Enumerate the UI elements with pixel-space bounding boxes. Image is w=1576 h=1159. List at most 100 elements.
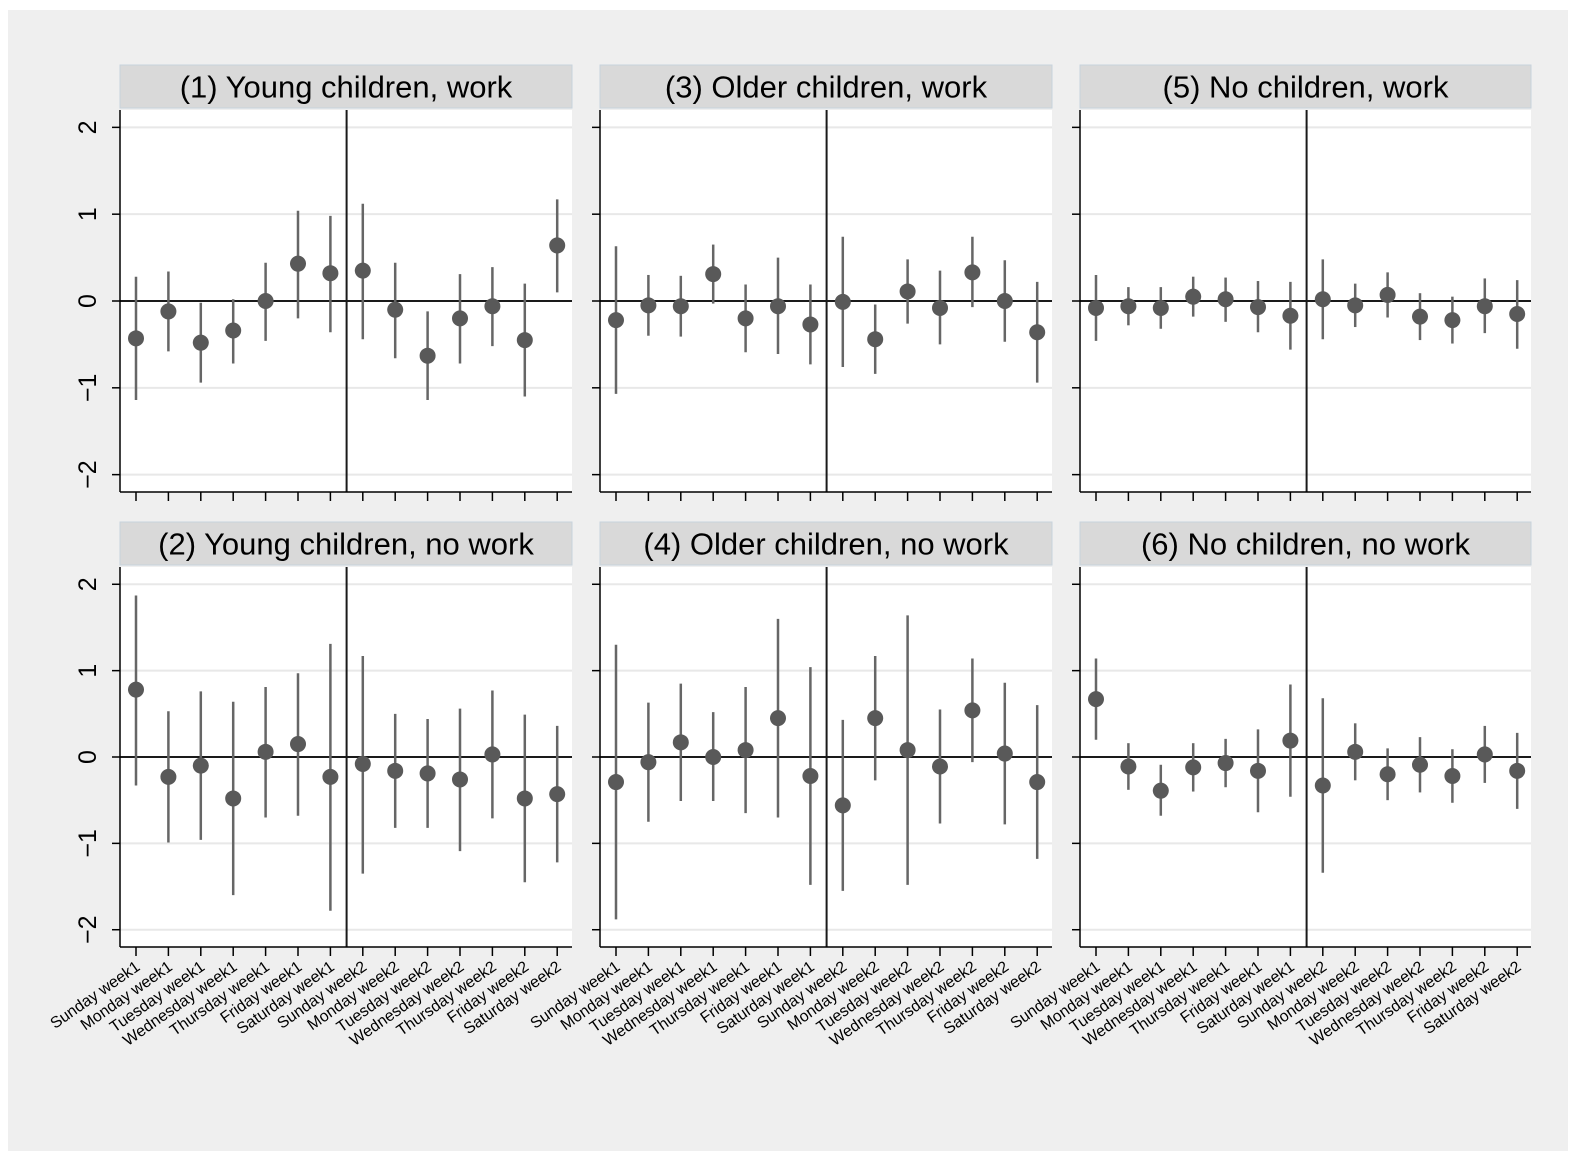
point-estimate xyxy=(1444,312,1461,329)
point-estimate xyxy=(705,749,722,765)
y-tick-label: 1 xyxy=(74,207,102,221)
point-estimate xyxy=(484,746,501,763)
point-estimate xyxy=(1088,299,1104,316)
point-estimate xyxy=(770,710,786,727)
point-estimate xyxy=(1476,298,1493,315)
panel-title: (5) No children, work xyxy=(1163,70,1449,105)
point-estimate xyxy=(1120,298,1137,315)
panel-title: (3) Older children, work xyxy=(665,70,988,105)
y-tick-label: 2 xyxy=(74,577,102,591)
point-estimate xyxy=(225,790,242,807)
y-tick-label: −2 xyxy=(74,460,102,489)
point-estimate xyxy=(932,299,948,316)
point-estimate xyxy=(737,742,754,759)
point-estimate xyxy=(1282,732,1299,749)
panel-title-strip xyxy=(1079,64,1532,109)
point-estimate xyxy=(290,255,306,272)
point-estimate xyxy=(225,322,242,339)
point-estimate xyxy=(1250,299,1266,316)
point-estimate xyxy=(1314,291,1331,308)
point-estimate xyxy=(1412,756,1428,773)
panel: (1) Young children, work −2 −1 0 1 2 xyxy=(74,64,573,501)
point-estimate xyxy=(322,265,339,282)
point-estimate xyxy=(770,298,786,315)
point-estimate xyxy=(1152,782,1169,799)
point-estimate xyxy=(1120,758,1137,775)
y-tick-label: 0 xyxy=(74,750,102,764)
point-estimate xyxy=(419,347,436,364)
point-estimate xyxy=(322,768,339,785)
point-estimate xyxy=(354,262,371,279)
point-estimate xyxy=(128,330,144,347)
point-estimate xyxy=(640,297,657,314)
point-estimate xyxy=(802,316,819,333)
point-estimate xyxy=(996,293,1013,309)
point-estimate xyxy=(1509,306,1526,323)
y-tick-label: −2 xyxy=(74,915,102,944)
panel-title: (6) No children, no work xyxy=(1141,527,1471,562)
point-estimate xyxy=(1185,288,1202,305)
point-estimate xyxy=(1314,777,1331,794)
panel-title: (4) Older children, no work xyxy=(643,527,1009,562)
point-estimate xyxy=(1217,291,1234,308)
point-estimate xyxy=(1152,299,1169,316)
point-estimate xyxy=(834,293,851,310)
point-estimate xyxy=(160,303,177,320)
panel: (3) Older children, work xyxy=(592,64,1053,501)
point-estimate xyxy=(1029,324,1046,341)
point-estimate xyxy=(1412,308,1428,325)
point-estimate xyxy=(257,743,274,760)
point-estimate xyxy=(549,786,566,803)
point-estimate xyxy=(802,768,819,784)
point-estimate xyxy=(1029,774,1046,791)
point-estimate xyxy=(1347,297,1364,314)
point-estimate xyxy=(867,331,884,348)
point-estimate xyxy=(1379,286,1396,303)
point-estimate xyxy=(257,293,274,309)
point-estimate xyxy=(484,298,501,315)
point-estimate xyxy=(452,771,468,788)
point-estimate xyxy=(1250,762,1266,779)
panel: (5) No children, work xyxy=(1072,64,1532,501)
point-estimate xyxy=(452,310,468,327)
panel: (2) Young children, no work−2−1012Sunday… xyxy=(48,521,573,1050)
point-estimate xyxy=(932,758,948,775)
point-estimate xyxy=(1509,762,1526,779)
point-estimate xyxy=(516,332,533,349)
point-estimate xyxy=(899,742,916,759)
point-estimate xyxy=(1347,743,1364,760)
point-estimate xyxy=(549,237,566,254)
panel-title-strip xyxy=(1079,521,1532,566)
y-tick-label: −1 xyxy=(74,829,102,858)
point-estimate xyxy=(964,702,981,719)
panel-title-strip xyxy=(119,64,573,109)
y-tick-label: −1 xyxy=(74,374,102,403)
point-estimate xyxy=(1444,768,1461,784)
point-estimate xyxy=(419,765,436,782)
point-estimate xyxy=(1217,755,1234,772)
point-estimate xyxy=(160,768,177,785)
point-estimate xyxy=(1088,691,1104,708)
point-estimate xyxy=(516,790,533,807)
point-estimate xyxy=(834,797,851,814)
point-estimate xyxy=(608,774,624,791)
point-estimate xyxy=(672,298,689,315)
point-estimate xyxy=(290,736,306,753)
point-estimate xyxy=(354,755,371,772)
point-estimate xyxy=(192,757,209,774)
panel-title-strip xyxy=(119,521,573,566)
point-estimate xyxy=(640,754,657,771)
point-estimate xyxy=(964,264,981,281)
point-estimate xyxy=(1282,307,1299,324)
point-estimate xyxy=(672,734,689,751)
point-estimate xyxy=(705,266,722,283)
point-estimate xyxy=(996,745,1013,762)
point-estimate xyxy=(192,334,209,351)
point-estimate xyxy=(387,301,404,318)
point-estimate xyxy=(867,710,884,727)
y-tick-label: 0 xyxy=(74,294,102,308)
y-tick-label: 2 xyxy=(74,120,102,134)
